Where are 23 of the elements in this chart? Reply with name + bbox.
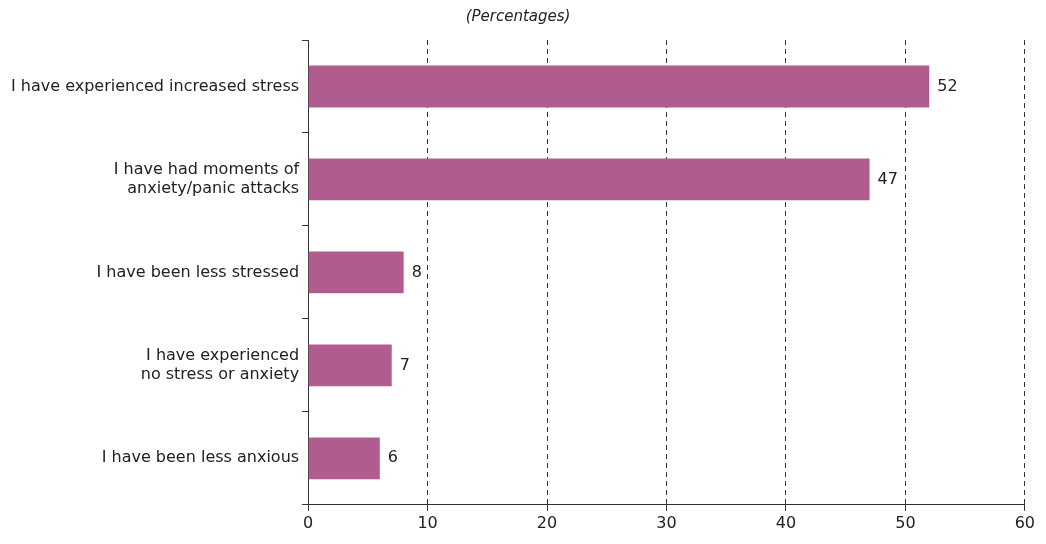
chart-subtitle: (Percentages) (465, 6, 571, 25)
bar (308, 251, 404, 294)
y-tick-label: I have been less stressed (96, 261, 300, 281)
y-tick-label: I have experienced increased stress (10, 75, 300, 95)
x-tick-label: 10 (417, 512, 438, 532)
x-tick-label: 20 (536, 512, 558, 532)
data-label: 7 (399, 354, 410, 374)
x-tick-label: 0 (303, 512, 314, 532)
bar (308, 65, 930, 108)
data-label: 6 (387, 447, 398, 467)
data-label: 8 (411, 261, 422, 281)
x-tick-label: 40 (775, 512, 797, 532)
bar (308, 158, 870, 201)
x-tick-label: 50 (895, 512, 916, 532)
bar (308, 437, 380, 480)
x-tick-label: 30 (656, 512, 677, 532)
x-tick-label: 60 (1014, 512, 1035, 532)
y-tick-label: I have experienced no stress or anxiety (140, 344, 300, 384)
bar (308, 344, 392, 387)
data-label: 52 (937, 75, 958, 95)
data-label: 47 (877, 168, 898, 188)
y-tick-label: I have had moments of anxiety/panic attacks (113, 159, 300, 198)
y-tick-label: I have been less anxious (101, 447, 300, 467)
